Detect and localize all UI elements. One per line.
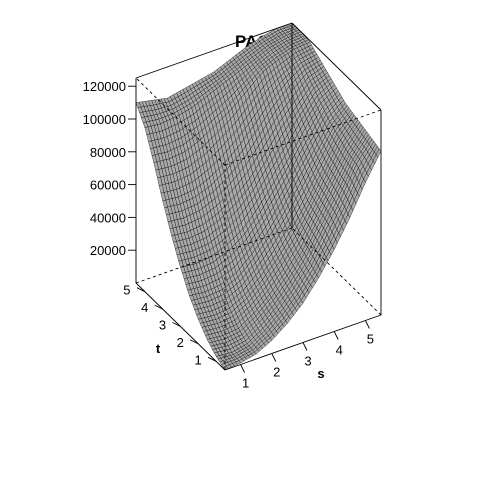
x-tick-label: 5: [367, 332, 374, 347]
box-edge: [291, 22, 382, 111]
y-tick-mark: [172, 322, 181, 327]
x-tick-label: 3: [304, 354, 311, 369]
z-tick-label: 80000: [90, 145, 126, 160]
z-tick-label: 40000: [90, 210, 126, 225]
surface-mesh: [135, 22, 382, 371]
axis-ticks: 1234512345200004000060000800001000001200…: [83, 79, 374, 390]
y-tick-label: 4: [141, 300, 148, 315]
y-tick-label: 2: [177, 335, 184, 350]
y-tick-mark: [136, 287, 146, 293]
y-tick-mark: [207, 356, 217, 362]
x-tick-mark: [240, 364, 246, 373]
z-tick-label: 60000: [90, 178, 126, 193]
box-edge-hidden: [135, 77, 226, 166]
y-tick-label: 3: [159, 318, 166, 333]
x-tick-label: 2: [273, 365, 280, 380]
z-tick-label: 100000: [83, 112, 126, 127]
y-tick-label: 1: [194, 352, 201, 367]
bounding-box: [135, 22, 382, 371]
x-tick-mark: [364, 320, 370, 329]
box-edge-hidden: [291, 227, 382, 316]
x-tick-label: 4: [336, 343, 343, 358]
x-tick-mark: [302, 342, 308, 351]
z-tick-label: 20000: [90, 243, 126, 258]
y-tick-label: 5: [123, 283, 130, 298]
x-tick-mark: [271, 353, 277, 362]
y-axis-label: t: [156, 341, 161, 356]
z-tick-label: 120000: [83, 79, 126, 94]
box-edge: [135, 22, 293, 79]
x-tick-label: 1: [242, 376, 249, 391]
y-tick-mark: [190, 339, 199, 345]
x-axis-label: s: [317, 366, 324, 381]
x-tick-mark: [333, 331, 339, 340]
y-tick-mark: [154, 304, 163, 310]
